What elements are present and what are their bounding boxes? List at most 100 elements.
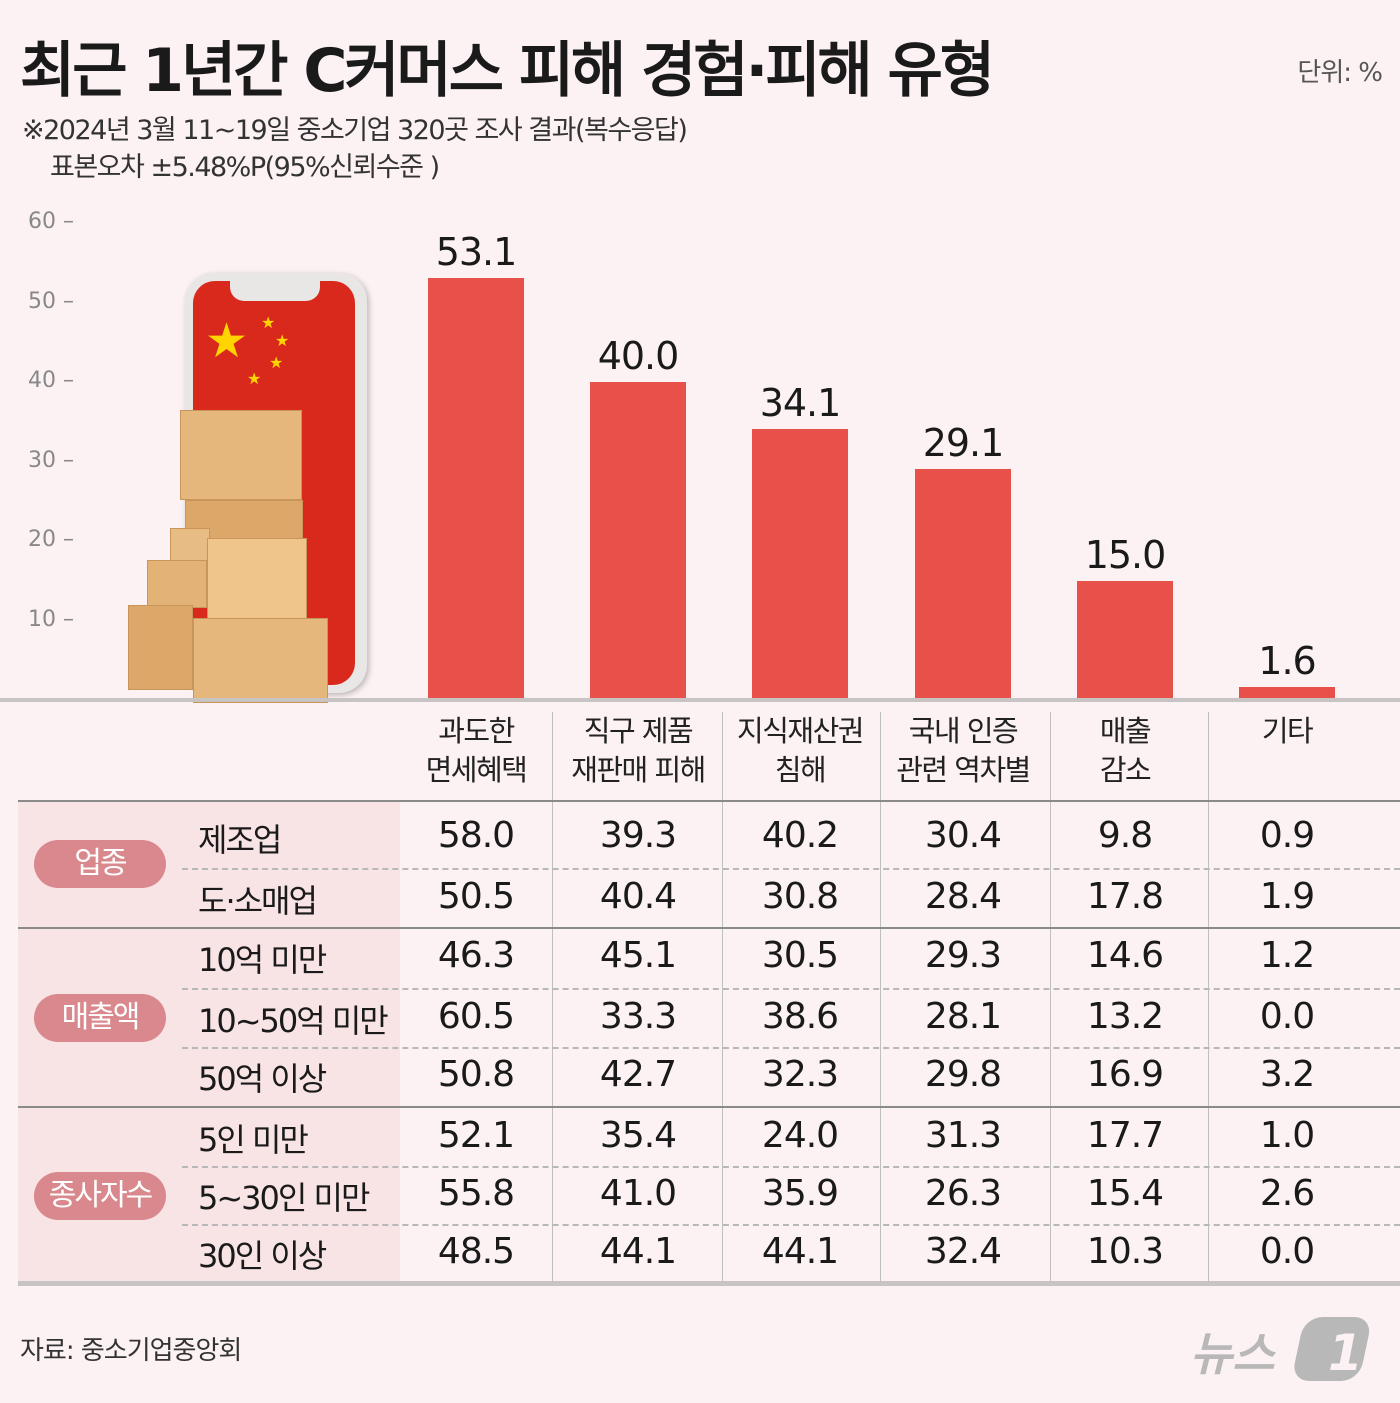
column-header-line: 감소 <box>1099 753 1152 787</box>
table-cell: 35.9 <box>761 1173 839 1214</box>
table-cell: 0.0 <box>1259 1231 1315 1272</box>
table-cell: 32.4 <box>924 1231 1002 1272</box>
table-cell: 58.0 <box>437 815 515 856</box>
table-cell: 30.4 <box>924 815 1002 856</box>
bar-value-label: 29.1 <box>922 420 1005 465</box>
group-label-2: 종사자수 <box>34 1172 166 1220</box>
table-cell: 46.3 <box>437 935 515 976</box>
table-cell: 26.3 <box>924 1173 1002 1214</box>
group-divider <box>18 927 1400 929</box>
table-cell: 29.8 <box>924 1054 1002 1095</box>
table-cell: 39.3 <box>599 815 677 856</box>
table-cell: 50.8 <box>437 1054 515 1095</box>
bar <box>590 382 686 700</box>
table-cell: 30.8 <box>761 876 839 917</box>
column-header-line: 국내 인증 <box>908 714 1019 748</box>
table-cell: 35.4 <box>599 1115 677 1156</box>
row-divider <box>182 1047 1400 1049</box>
table-cell: 10.3 <box>1086 1231 1164 1272</box>
bar <box>428 277 524 700</box>
table-cell: 14.6 <box>1086 935 1164 976</box>
bar-value-label: 1.6 <box>1258 639 1316 684</box>
bar-value-label: 53.1 <box>435 229 518 274</box>
header-divider <box>18 800 1400 802</box>
group-divider <box>18 1106 1400 1108</box>
bar <box>1077 580 1173 700</box>
bar-value-label: 40.0 <box>597 334 680 378</box>
column-divider <box>722 712 723 1282</box>
bar <box>1239 687 1335 700</box>
bar-chart: 10 – 20 – 30 – 40 – 50 – 60 – 53.1 40.0 34.1 29.1… <box>28 209 1335 700</box>
column-divider <box>1050 712 1051 1282</box>
column-header-line: 기타 <box>1261 714 1314 748</box>
column-header-line: 관련 역차별 <box>896 753 1031 787</box>
svg-text:뉴스: 뉴스 <box>1190 1327 1276 1381</box>
row-label: 50억 이상 <box>198 1060 327 1098</box>
row-divider <box>182 867 1400 870</box>
group-label-0: 업종 <box>34 840 166 888</box>
column-header: 기타 <box>1207 712 1367 790</box>
group-label-1: 매출액 <box>34 994 166 1042</box>
column-divider <box>552 712 553 1282</box>
table-cell: 33.3 <box>599 996 677 1037</box>
bar <box>915 468 1011 700</box>
table-cell: 13.2 <box>1086 996 1164 1037</box>
column-header-line: 침해 <box>774 753 827 787</box>
table-cell: 1.2 <box>1259 935 1315 976</box>
table-cell: 44.1 <box>599 1231 677 1272</box>
column-header-line: 매출 <box>1099 714 1152 748</box>
table-cell: 17.8 <box>1086 876 1164 917</box>
table-cell: 55.8 <box>437 1173 515 1214</box>
table-cell: 28.1 <box>924 996 1002 1037</box>
table-cell: 0.9 <box>1259 815 1315 856</box>
row-label: 5인 미만 <box>198 1121 309 1159</box>
bar <box>752 428 848 700</box>
table-cell: 42.7 <box>599 1054 677 1095</box>
news1-logo: 뉴스 1 <box>1190 1317 1370 1382</box>
column-header-line: 지식재산권 <box>737 714 864 748</box>
source-note: 자료: 중소기업중앙회 <box>20 1336 242 1366</box>
row-label: 10억 미만 <box>198 941 327 979</box>
table-cell: 60.5 <box>437 996 515 1037</box>
table-cell: 30.5 <box>761 935 839 976</box>
row-label: 5~30인 미만 <box>198 1179 370 1217</box>
y-tick-label: 10 – <box>28 606 74 632</box>
table-cell: 1.9 <box>1259 876 1315 917</box>
row-divider <box>182 1166 1400 1168</box>
column-header-line: 재판매 피해 <box>571 753 706 787</box>
table-cell: 9.8 <box>1097 815 1153 856</box>
table-cell: 44.1 <box>761 1231 839 1272</box>
boxes-illustration <box>125 410 335 705</box>
svg-text:1: 1 <box>1328 1324 1363 1382</box>
y-tick-label: 40 – <box>28 368 74 393</box>
y-tick-label: 30 – <box>28 447 74 473</box>
y-tick-label: 50 – <box>28 288 74 314</box>
table-cell: 17.7 <box>1086 1115 1164 1156</box>
table-cell: 32.3 <box>761 1054 839 1095</box>
column-header-line <box>1207 751 1367 790</box>
table-cell: 29.3 <box>924 935 1002 976</box>
star-icon: ★ <box>205 313 249 369</box>
table-cell: 50.5 <box>437 876 515 917</box>
table-cell: 52.1 <box>437 1115 515 1156</box>
y-tick-label: 20 – <box>28 527 74 552</box>
table-cell: 40.2 <box>761 815 839 856</box>
table-cell: 40.4 <box>599 876 677 917</box>
table-cell: 48.5 <box>437 1231 515 1272</box>
row-label: 30인 이상 <box>198 1237 327 1275</box>
bar-value-label: 34.1 <box>759 380 842 425</box>
y-tick-label: 60 – <box>28 209 74 234</box>
column-header: 직구 제품 재판매 피해 <box>558 712 718 790</box>
column-header-line: 과도한 <box>438 714 515 748</box>
column-header: 과도한 면세혜택 <box>396 712 556 790</box>
table-cell: 24.0 <box>761 1115 839 1156</box>
table-cell: 2.6 <box>1259 1173 1315 1214</box>
x-axis-line <box>0 698 1400 702</box>
table-cell: 3.2 <box>1259 1054 1315 1095</box>
table-cell: 45.1 <box>599 935 677 976</box>
row-divider <box>182 1224 1400 1226</box>
